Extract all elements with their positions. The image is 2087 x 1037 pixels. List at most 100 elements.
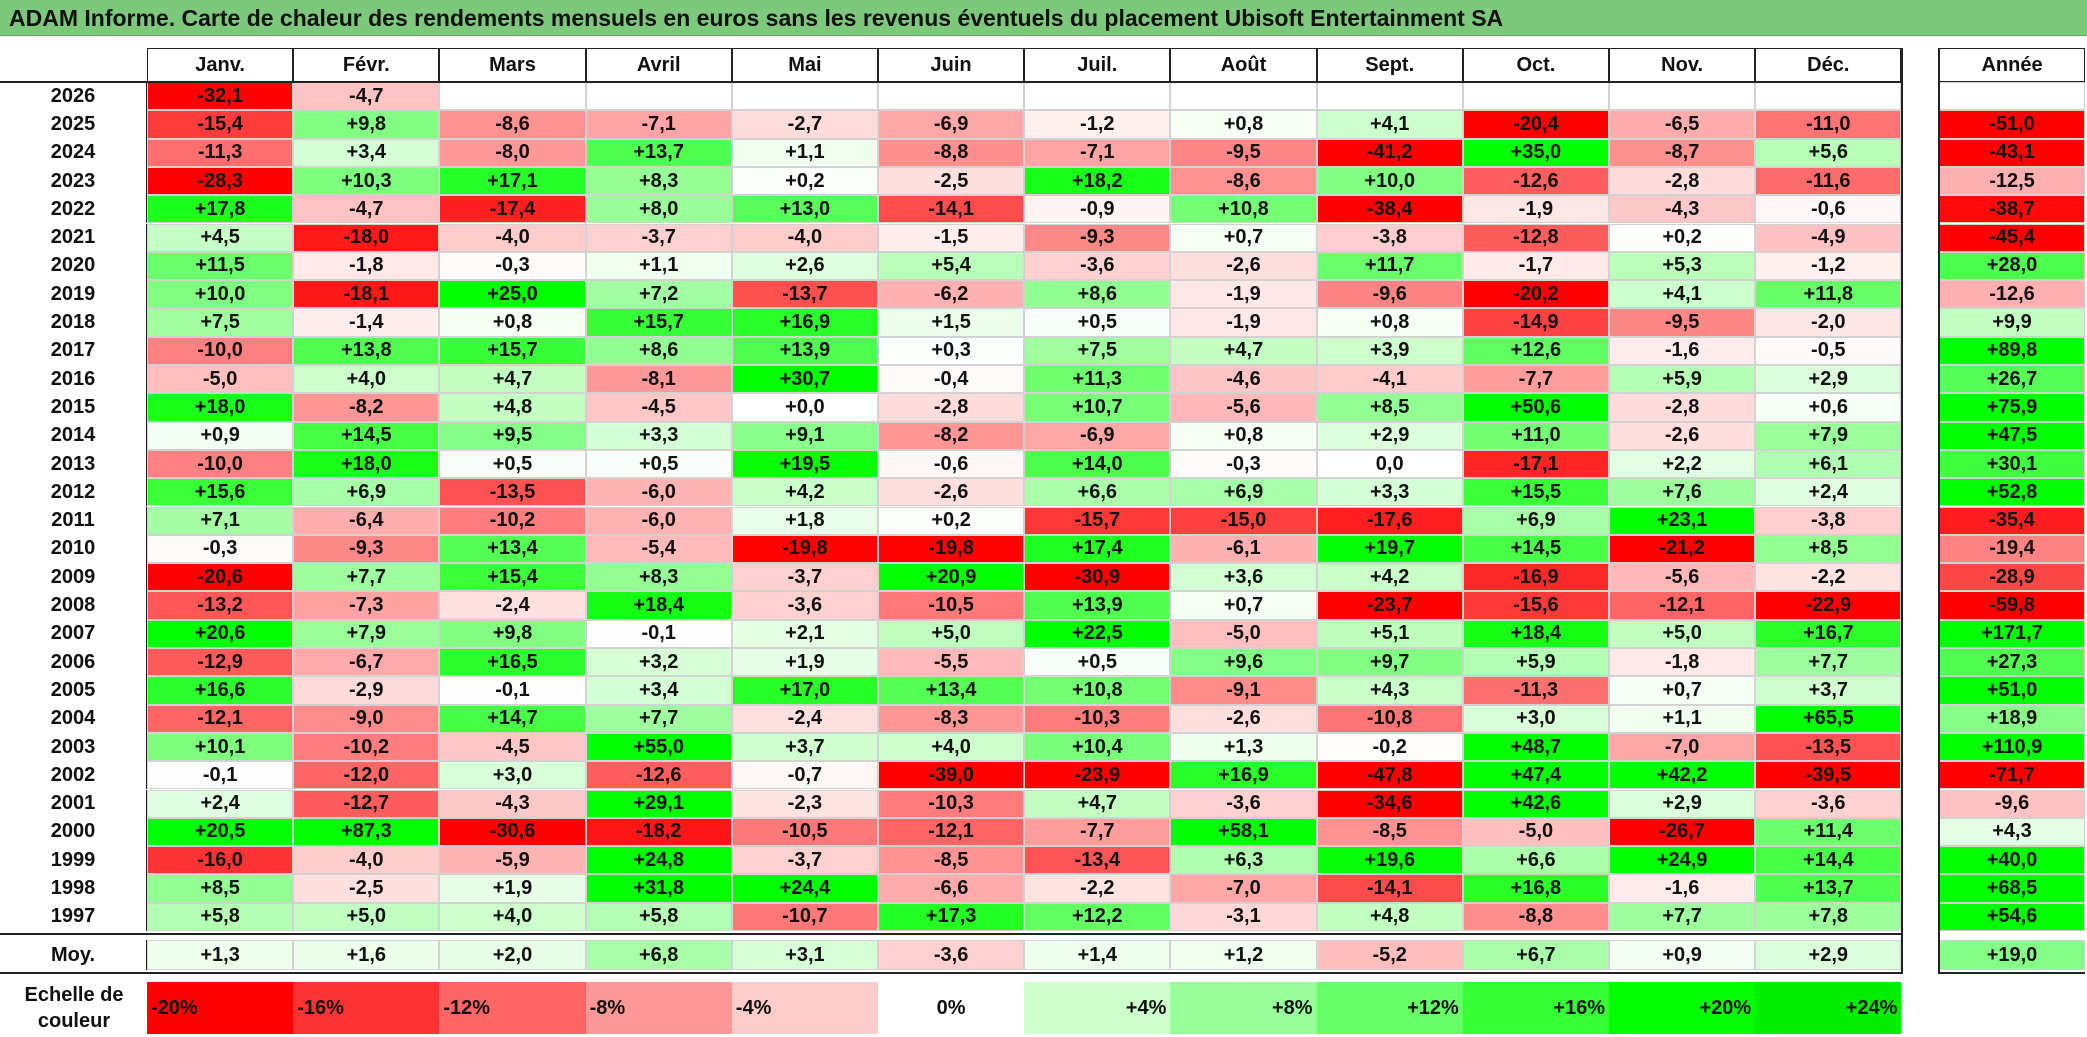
heatmap-cell: +10,1 [147,732,294,762]
average-cell: +1,2 [1170,940,1317,970]
heatmap-cell: -2,3 [731,789,878,818]
heatmap-cell: -1,8 [1609,648,1756,677]
heatmap-cell: -5,6 [1609,563,1756,592]
heatmap-cell: +0,6 [1755,393,1902,422]
heatmap-cell: -0,4 [878,365,1025,394]
color-scale-stop: +12% [1316,982,1463,1034]
heatmap-cell: -18,0 [293,223,440,252]
heatmap-cell: -32,1 [147,82,294,111]
heatmap-cell: +13,9 [731,336,878,365]
heatmap-cell: -6,0 [585,478,732,507]
year-label: 2016 [0,365,147,394]
heatmap-cell: -9,1 [1170,676,1317,705]
color-scale-label: Echelle de couleur [24,984,124,1032]
heatmap-cell: +25,0 [439,280,586,309]
year-label: 2017 [0,336,147,365]
heatmap-cell: +0,3 [878,336,1025,365]
annual-left-line [1938,48,1940,974]
heatmap-cell: +13,9 [1024,591,1171,620]
heatmap-cell: +10,0 [147,280,294,309]
average-cell: +0,9 [1609,940,1756,970]
heatmap-cell: +1,1 [585,251,732,281]
month-header: Mai [731,48,878,82]
heatmap-cell: -5,0 [147,365,294,394]
heatmap-cell: -16,0 [147,846,294,875]
heatmap-cell: +7,7 [1755,648,1902,677]
heatmap-cell: +10,4 [1024,732,1171,762]
heatmap-cell: -2,8 [878,393,1025,422]
color-scale-stop: 0% [878,982,1025,1034]
month-header: Nov. [1609,48,1756,82]
heatmap-cell [878,82,1025,111]
heatmap-cell: +17,1 [439,166,586,196]
year-label: 2012 [0,478,147,507]
annual-cell: +47,5 [1939,421,2085,450]
color-scale-stop: -4% [731,982,878,1034]
heatmap-cell: +7,9 [293,619,440,648]
heatmap-cell: -4,6 [1170,365,1317,394]
heatmap-cell: +0,2 [878,506,1025,535]
heatmap-cell: +11,0 [1462,421,1609,450]
heatmap-cell: +9,8 [293,110,440,139]
heatmap-cell: +11,8 [1755,280,1902,309]
heatmap-cell: -10,0 [147,449,294,479]
heatmap-cell: +0,8 [1170,421,1317,450]
heatmap-cell: -8,1 [585,365,732,394]
heatmap-cell: -5,0 [1170,619,1317,648]
heatmap-cell: +6,6 [1462,846,1609,875]
heatmap-cell: +3,7 [1755,676,1902,705]
heatmap-cell: +5,8 [585,902,732,931]
heatmap-cell: -2,5 [878,166,1025,196]
heatmap-cell: -11,6 [1755,166,1902,196]
heatmap-cell: -7,0 [1609,732,1756,762]
heatmap-cell: -10,0 [147,336,294,365]
heatmap-cell [439,82,586,111]
heatmap-cell: -10,5 [878,591,1025,620]
average-cell: +1,6 [293,940,440,970]
annual-cell [1939,82,2085,111]
average-cell: +6,7 [1462,940,1609,970]
heatmap-cell: +3,7 [731,732,878,762]
heatmap-cell: -8,5 [878,846,1025,875]
heatmap-cell: +15,5 [1462,478,1609,507]
average-cell: +2,9 [1755,940,1902,970]
heatmap-cell: -7,1 [1024,138,1171,167]
heatmap-cell: -0,1 [439,676,586,705]
month-header: Sept. [1316,48,1463,82]
year-label: 1999 [0,846,147,875]
heatmap-cell: +4,0 [439,902,586,931]
heatmap-cell: +1,8 [731,506,878,535]
year-label: 2019 [0,280,147,309]
heatmap-cell: -12,9 [147,648,294,677]
heatmap-cell: +0,2 [731,166,878,196]
heatmap-cell: -7,3 [293,591,440,620]
year-label: 2007 [0,619,147,648]
month-header: Juil. [1024,48,1171,82]
heatmap-cell: -3,7 [585,223,732,252]
heatmap-cell: +8,3 [585,563,732,592]
heatmap-cell: +1,1 [731,138,878,167]
heatmap-cell: -17,1 [1462,449,1609,479]
heatmap-cell: -4,0 [293,846,440,875]
heatmap-cell [731,82,878,111]
heatmap-cell: -8,6 [439,110,586,139]
heatmap-cell: -11,3 [1462,676,1609,705]
heatmap-cell: +0,8 [1170,110,1317,139]
year-label: 2006 [0,648,147,677]
annual-cell: +110,9 [1939,732,2085,762]
heatmap-cell: +14,5 [293,421,440,450]
heatmap-cell: -19,8 [731,534,878,564]
annual-bottom-line [1939,972,2085,974]
heatmap-cell: -1,6 [1609,336,1756,365]
annual-cell: -43,1 [1939,138,2085,167]
average-label: Moy. [0,940,147,970]
heatmap-cell: -6,6 [878,874,1025,903]
heatmap-cell: +1,5 [878,308,1025,337]
heatmap-cell: +18,4 [585,591,732,620]
heatmap-cell: -30,6 [439,817,586,847]
heatmap-cell: +15,6 [147,478,294,507]
heatmap-cell: -39,5 [1755,761,1902,790]
heatmap-cell: -28,3 [147,166,294,196]
heatmap-cell: -10,7 [731,902,878,931]
year-label: 1997 [0,902,147,931]
